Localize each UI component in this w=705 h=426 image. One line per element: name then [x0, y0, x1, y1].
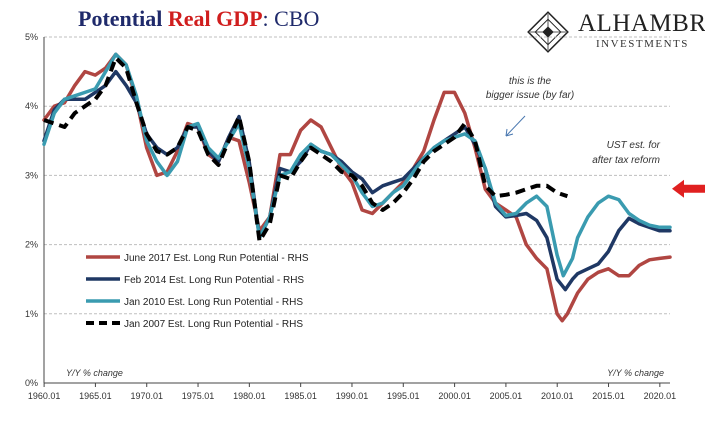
annotation-ust-line2: after tax reform [592, 155, 660, 166]
x-tick-label: 2005.01 [490, 391, 523, 401]
diamond-logo-icon [527, 11, 569, 53]
x-tick-label: 1990.01 [336, 391, 369, 401]
series-line-4 [43, 55, 569, 244]
x-tick-label: 1970.01 [130, 391, 163, 401]
x-tick-label: 1975.01 [182, 391, 215, 401]
y-tick-label: 0% [25, 378, 38, 388]
ust-estimate-arrow [672, 179, 705, 198]
y-tick-label: 2% [25, 240, 38, 250]
annotation-arrow-head [505, 128, 514, 137]
y-tick-label: 1% [25, 309, 38, 319]
alhambra-logo: ALHAMBRA INVESTMENTS [526, 10, 705, 54]
x-tick-label: 1960.01 [28, 391, 61, 401]
series-line-3 [42, 52, 672, 278]
x-tick-label: 2010.01 [541, 391, 574, 401]
title-part3: : CBO [262, 6, 320, 31]
x-tick-label: 1995.01 [387, 391, 420, 401]
x-caption-left: Y/Y % change [66, 368, 123, 378]
y-tick-label: 4% [25, 101, 38, 111]
logo-name: ALHAMBRA [578, 10, 705, 37]
x-tick-label: 1985.01 [284, 391, 317, 401]
series-line-1 [42, 52, 672, 323]
x-caption-right: Y/Y % change [607, 368, 664, 378]
legend-label-1: June 2017 Est. Long Run Potential - RHS [124, 253, 309, 264]
annotation-ust-line1: UST est. for [607, 140, 661, 151]
title-part1: Potential [78, 6, 168, 31]
x-tick-label: 2000.01 [438, 391, 471, 401]
x-tick-label: 1965.01 [79, 391, 112, 401]
annotation-arrow-line [505, 115, 526, 137]
legend-label-2: Feb 2014 Est. Long Run Potential - RHS [124, 275, 304, 286]
annotation-issue-line1: this is the [509, 76, 552, 87]
x-tick-label: 1980.01 [233, 391, 266, 401]
legend-label-3: Jan 2010 Est. Long Run Potential - RHS [124, 297, 303, 308]
annotation-issue-line2: bigger issue (by far) [486, 90, 574, 101]
chart-title: Potential Real GDP: CBO [78, 6, 319, 32]
legend-label-4: Jan 2007 Est. Long Run Potential - RHS [124, 319, 303, 330]
x-tick-label: 2020.01 [644, 391, 677, 401]
y-tick-label: 5% [25, 32, 38, 42]
y-tick-label: 3% [25, 170, 38, 180]
title-part2: Real GDP [167, 6, 263, 31]
x-tick-label: 2015.01 [592, 391, 625, 401]
logo-subtitle: INVESTMENTS [596, 38, 689, 50]
